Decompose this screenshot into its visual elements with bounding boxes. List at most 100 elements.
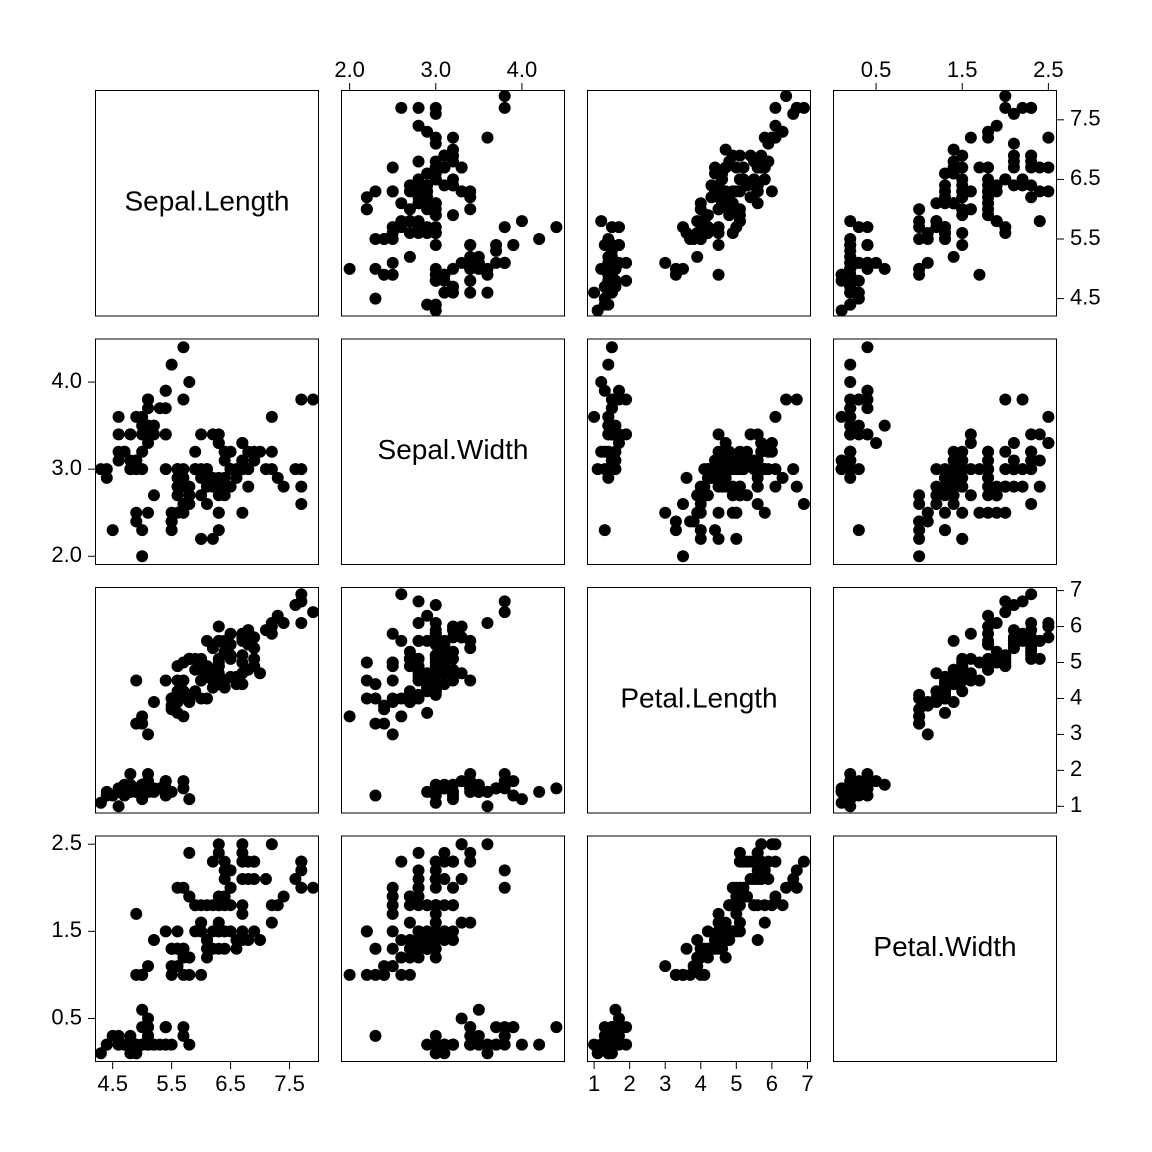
scatter-panel-1-0: 2.03.04.0 <box>51 339 319 567</box>
point <box>481 287 493 299</box>
points <box>836 588 1055 812</box>
scatter-panel-0-3: 0.51.52.54.55.56.57.5 <box>834 57 1101 317</box>
point <box>183 793 195 805</box>
point <box>113 1039 125 1051</box>
point <box>769 102 781 114</box>
point <box>606 245 618 257</box>
point <box>430 664 442 676</box>
points <box>95 838 319 1059</box>
point <box>447 786 459 798</box>
point <box>602 463 614 475</box>
point <box>982 132 994 144</box>
point <box>670 263 682 275</box>
point <box>791 882 803 894</box>
point <box>395 710 407 722</box>
point <box>369 293 381 305</box>
point <box>499 864 511 876</box>
point <box>1017 179 1029 191</box>
point <box>956 653 968 665</box>
point <box>177 710 189 722</box>
point <box>124 428 136 440</box>
point <box>344 710 356 722</box>
point <box>266 838 278 850</box>
point <box>879 420 891 432</box>
point <box>236 667 248 679</box>
point <box>602 275 614 287</box>
point <box>982 209 994 221</box>
point <box>421 707 433 719</box>
point <box>307 606 319 618</box>
point <box>948 463 960 475</box>
point <box>730 507 742 519</box>
point <box>456 161 468 173</box>
point <box>236 437 248 449</box>
point <box>430 934 442 946</box>
point <box>499 606 511 618</box>
scatter-panel-2-0 <box>95 588 319 814</box>
point <box>861 393 873 405</box>
point <box>278 890 290 902</box>
diagonal-label: Petal.Width <box>873 931 1016 962</box>
tick-label: 5.5 <box>156 1071 187 1096</box>
point <box>160 463 172 475</box>
point <box>464 1021 476 1033</box>
point <box>387 890 399 902</box>
point <box>879 779 891 791</box>
point <box>691 251 703 263</box>
point <box>447 856 459 868</box>
point <box>499 257 511 269</box>
point <box>922 257 934 269</box>
points <box>344 838 563 1059</box>
point <box>982 653 994 665</box>
point <box>266 411 278 423</box>
point <box>361 203 373 215</box>
point <box>922 728 934 740</box>
point <box>430 882 442 894</box>
point <box>207 682 219 694</box>
point <box>759 917 771 929</box>
point <box>201 692 213 704</box>
point <box>307 393 319 405</box>
point <box>113 446 125 458</box>
point <box>755 838 767 850</box>
point <box>430 951 442 963</box>
point <box>189 463 201 475</box>
point <box>713 428 725 440</box>
point <box>734 209 746 221</box>
point <box>430 917 442 929</box>
point <box>844 287 856 299</box>
point <box>130 507 142 519</box>
tick-label: 2.0 <box>51 542 82 567</box>
point <box>473 779 485 791</box>
point <box>148 696 160 708</box>
point <box>219 639 231 651</box>
point <box>752 934 764 946</box>
point <box>507 239 519 251</box>
point <box>1025 498 1037 510</box>
point <box>295 393 307 405</box>
point <box>464 674 476 686</box>
point <box>1042 631 1054 643</box>
point <box>499 90 511 102</box>
point <box>599 524 611 536</box>
point <box>413 925 425 937</box>
point <box>130 908 142 920</box>
point <box>395 951 407 963</box>
point <box>447 882 459 894</box>
point <box>236 856 248 868</box>
point <box>930 463 942 475</box>
point <box>207 856 219 868</box>
point <box>533 233 545 245</box>
point <box>930 498 942 510</box>
point <box>456 631 468 643</box>
point <box>499 768 511 780</box>
point <box>1025 161 1037 173</box>
point <box>734 899 746 911</box>
scatter-panel-0-2 <box>588 90 811 317</box>
point <box>606 402 618 414</box>
point <box>166 1039 178 1051</box>
point <box>844 428 856 440</box>
pairs-svg: Sepal.Length2.03.04.00.51.52.54.55.56.57… <box>0 0 1152 1152</box>
point <box>780 882 792 894</box>
point <box>213 657 225 669</box>
